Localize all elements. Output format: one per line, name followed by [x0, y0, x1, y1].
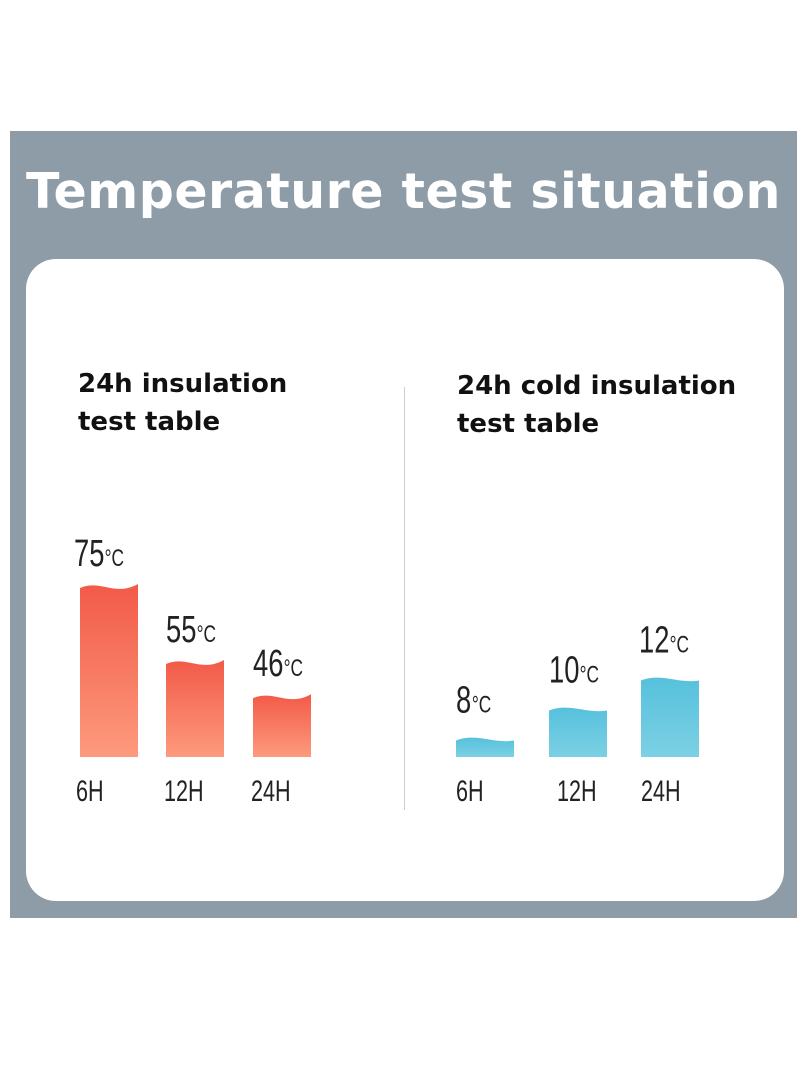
tick-label: 12H [557, 773, 597, 807]
hot-chart-title: 24h insulation test table [78, 365, 287, 441]
cold-chart-title-line-2: test table [457, 409, 600, 439]
unit-label: °C [580, 662, 599, 688]
bar-12h [166, 660, 224, 757]
bar-6h [80, 584, 138, 757]
tick-label: 6H [76, 773, 104, 807]
unit-label: °C [105, 545, 124, 571]
bar-24h [641, 677, 699, 757]
data-label: 55 [166, 609, 196, 651]
chart-card: 24h insulation test table 24h cold insul… [26, 259, 784, 901]
page-title: Temperature test situation [26, 163, 781, 220]
bar-6h [456, 737, 514, 757]
data-label: 75 [74, 533, 104, 575]
unit-label: °C [284, 656, 303, 682]
cold-chart-title: 24h cold insulation test table [457, 367, 736, 443]
divider [404, 387, 405, 810]
tick-label: 24H [641, 773, 681, 807]
tick-label: 6H [456, 773, 484, 807]
unit-label: °C [670, 632, 689, 658]
data-label: 12 [639, 619, 669, 661]
unit-label: °C [197, 621, 216, 647]
data-label: 46 [253, 643, 283, 685]
tick-label: 24H [251, 773, 291, 807]
panel: Temperature test situation 24h insulatio… [10, 131, 797, 918]
tick-label: 12H [164, 773, 204, 807]
data-label: 10 [549, 649, 579, 691]
bar-24h [253, 694, 311, 757]
data-label: 8 [456, 679, 471, 721]
hot-chart-title-line-2: test table [78, 407, 221, 437]
bar-12h [549, 707, 607, 757]
cold-chart-title-line-1: 24h cold insulation [457, 371, 737, 401]
hot-chart-title-line-1: 24h insulation [78, 369, 288, 399]
unit-label: °C [472, 692, 491, 718]
